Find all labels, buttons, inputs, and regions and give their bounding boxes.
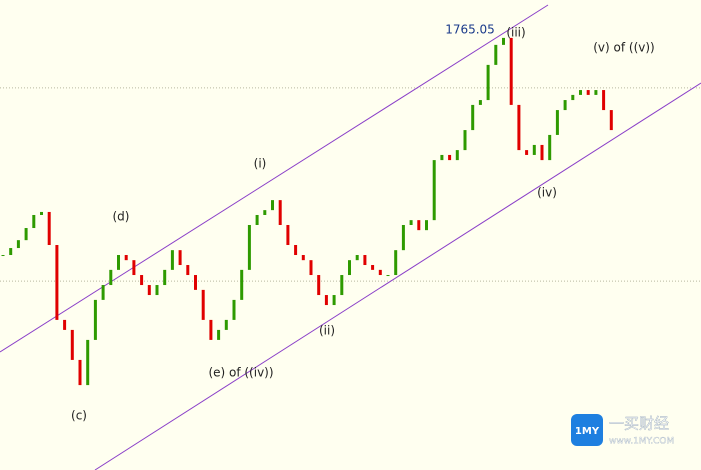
candle <box>440 154 444 161</box>
candle <box>571 94 575 101</box>
candle <box>1 255 5 257</box>
candle <box>178 250 182 266</box>
candle <box>209 319 213 340</box>
wave-label: (iii) <box>506 26 525 40</box>
candle <box>348 260 351 276</box>
wave-label: (ii) <box>319 324 335 338</box>
logo-icon <box>571 414 603 446</box>
candle <box>286 224 290 246</box>
candle <box>502 37 505 45</box>
candle <box>586 90 590 95</box>
candle <box>24 228 28 241</box>
candle <box>247 224 251 270</box>
candle <box>101 285 105 300</box>
watermark: 1MY 一买财经 www.1MY.COM <box>571 414 674 447</box>
candle <box>40 211 43 215</box>
wave-label: (v) of ((v)) <box>593 41 655 55</box>
candle <box>109 269 113 286</box>
candle <box>448 154 452 161</box>
candle <box>432 160 436 221</box>
candle <box>9 248 13 256</box>
candle <box>163 269 167 286</box>
candle <box>309 260 313 276</box>
candle <box>47 211 51 246</box>
upper-channel-line <box>0 4 549 353</box>
candle <box>317 275 321 296</box>
wave-label: (d) <box>113 210 130 224</box>
candle <box>340 275 344 296</box>
candle <box>594 90 598 95</box>
candle <box>324 295 328 306</box>
candle <box>463 130 467 151</box>
candle <box>263 210 267 215</box>
candle <box>124 255 128 261</box>
candle <box>409 220 413 225</box>
candle <box>525 150 529 155</box>
candle <box>555 110 559 135</box>
candle <box>224 319 228 330</box>
candle <box>78 359 82 386</box>
candle <box>478 100 482 105</box>
candle <box>201 289 205 320</box>
lower-channel-line <box>94 82 701 470</box>
candle <box>278 200 282 225</box>
candle <box>132 260 136 276</box>
candle <box>363 255 367 266</box>
candle <box>355 255 359 261</box>
candle <box>147 285 151 296</box>
candle <box>417 220 421 231</box>
candle <box>401 224 405 251</box>
candle <box>294 245 298 256</box>
candle <box>494 44 498 65</box>
candle <box>155 285 159 296</box>
candle <box>532 144 536 155</box>
logo-text: 1MY <box>575 426 600 437</box>
wave-label: (c) <box>71 409 87 423</box>
candle <box>271 200 274 211</box>
wave-label: (iv) <box>537 186 557 200</box>
candle <box>255 214 259 225</box>
candle <box>332 295 336 306</box>
candle <box>16 240 20 249</box>
candle <box>517 104 521 151</box>
candle <box>486 64 490 101</box>
brand-name: 一买财经 <box>609 415 669 433</box>
candle <box>563 100 567 111</box>
candle <box>386 275 390 277</box>
candle <box>240 269 244 300</box>
candle <box>232 299 236 320</box>
candle <box>301 255 305 261</box>
high-label: 1765.05 <box>445 23 495 37</box>
candle <box>170 250 174 270</box>
candle <box>117 255 120 270</box>
candle <box>378 269 382 276</box>
candle <box>455 150 459 161</box>
candle <box>63 319 67 330</box>
candle <box>70 329 74 360</box>
candle <box>217 329 221 340</box>
candle <box>93 299 97 340</box>
candle <box>602 90 606 111</box>
candle <box>471 104 475 131</box>
candle <box>548 134 552 161</box>
candle <box>194 275 197 290</box>
candle <box>140 275 144 286</box>
brand-site: www.1MY.COM <box>609 437 674 447</box>
candle <box>425 220 428 231</box>
wave-label: (e) of ((iv)) <box>208 366 273 380</box>
candle <box>579 90 582 95</box>
candle <box>509 37 513 105</box>
candle <box>371 265 375 270</box>
candle <box>540 144 544 161</box>
candle <box>609 110 613 131</box>
candle <box>394 250 398 276</box>
candle <box>186 265 190 276</box>
candle <box>32 214 36 229</box>
wave-label: (i) <box>254 157 267 171</box>
candle <box>55 245 59 320</box>
candle <box>86 339 90 386</box>
